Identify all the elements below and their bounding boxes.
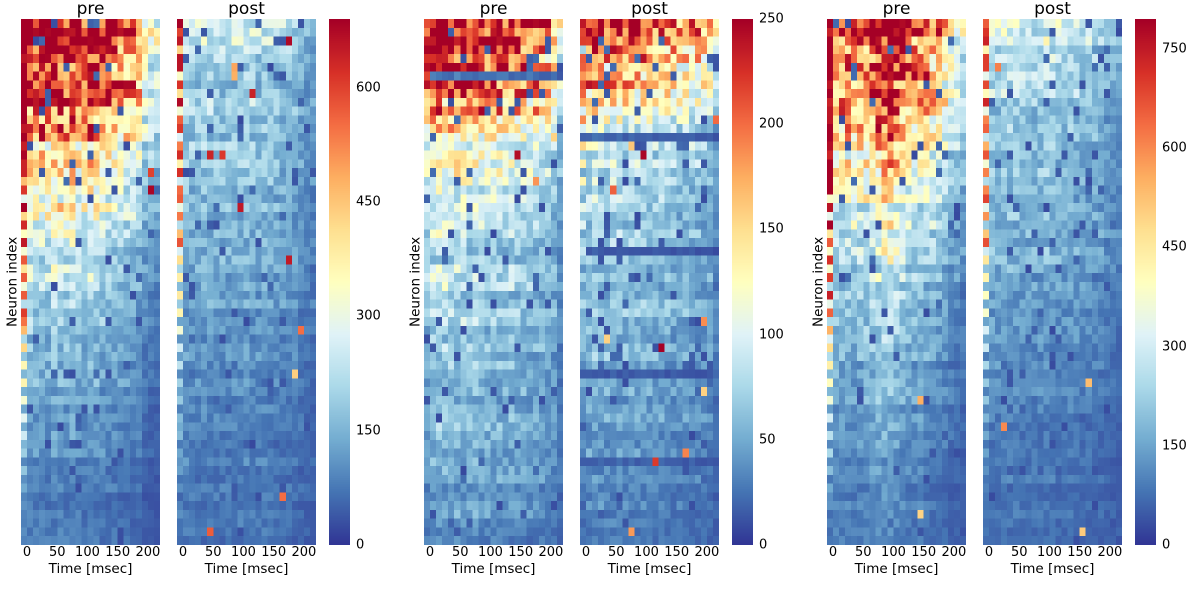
colorbar-gradient [732, 19, 753, 545]
subplot-title-pre: pre [76, 0, 105, 19]
x-tick-label: 50 [854, 545, 872, 560]
x-tick-label: 50 [451, 545, 469, 560]
x-tick-label: 0 [425, 545, 435, 560]
y-axis-label: Neuron index [810, 236, 827, 328]
x-tick-label: 50 [204, 545, 222, 560]
x-axis-ticks: 0 50 100 150 200 [827, 545, 966, 561]
x-axis-label: Time [msec] [204, 561, 289, 577]
colorbar-tick-label: 450 [1162, 239, 1187, 255]
x-tick-label: 200 [135, 545, 161, 560]
heatmap-post [983, 19, 1122, 545]
colorbar-tick-label: 0 [759, 537, 768, 553]
x-tick-label: 200 [941, 545, 967, 560]
x-tick-label: 0 [581, 545, 591, 560]
subplot-post: post 0 50 100 150 200 Time [msec] [580, 0, 719, 591]
heatmap-post [177, 19, 316, 545]
subplot-title-pre: pre [479, 0, 508, 19]
x-axis-ticks: 0 50 100 150 200 [983, 545, 1122, 561]
colorbar-panel-2: 0 50 100 150 200 250 [732, 13, 790, 591]
subplot-post: post 0 50 100 150 200 Time [msec] [177, 0, 316, 591]
x-tick-label: 0 [828, 545, 838, 560]
colorbar-tick-label: 200 [759, 116, 784, 132]
x-axis-label: Time [msec] [451, 561, 536, 577]
x-axis-label: Time [msec] [1010, 561, 1095, 577]
x-tick-label: 150 [508, 545, 534, 560]
x-tick-label: 100 [881, 545, 906, 560]
x-tick-label: 100 [634, 545, 659, 560]
x-axis-ticks: 0 50 100 150 200 [177, 545, 316, 561]
colorbar-tick-label: 450 [356, 194, 381, 210]
x-tick-label: 200 [694, 545, 720, 560]
colorbar-gradient [329, 19, 350, 545]
y-axis-label: Neuron index [4, 236, 21, 328]
heatmap-post [580, 19, 719, 545]
colorbar-tick-label: 750 [1162, 41, 1187, 57]
colorbar-panel-1: 0 150 300 450 600 [329, 19, 387, 591]
y-axis-label: Neuron index [407, 236, 424, 328]
colorbar-tick-label: 150 [356, 423, 381, 439]
x-axis-label: Time [msec] [854, 561, 939, 577]
colorbar-tick-label: 0 [1162, 537, 1171, 553]
x-tick-label: 100 [75, 545, 100, 560]
x-tick-label: 150 [1067, 545, 1093, 560]
subplot-title-pre: pre [882, 0, 911, 19]
subplot-title-post: post [631, 0, 668, 19]
colorbar-tick-label: 300 [1162, 339, 1187, 354]
subplot-title-post: post [228, 0, 265, 19]
x-tick-label: 200 [291, 545, 317, 560]
subplot-pre: pre 0 50 100 150 200 Time [msec] [827, 0, 966, 591]
x-tick-label: 200 [538, 545, 564, 560]
panel-2: Neuron index pre 0 50 100 150 200 Time [msec… [407, 0, 790, 591]
subplot-pre: pre 0 50 100 150 200 Time [msec] [21, 0, 160, 591]
colorbar-tick-label: 600 [1162, 140, 1187, 156]
x-tick-label: 200 [1097, 545, 1123, 560]
heatmap-pre [827, 19, 966, 545]
subplot-post: post 0 50 100 150 200 Time [msec] [983, 0, 1122, 591]
colorbar-tick-label: 150 [759, 221, 784, 237]
x-axis-label: Time [msec] [48, 561, 133, 577]
x-tick-label: 50 [607, 545, 625, 560]
panel-1: Neuron index pre 0 50 100 150 200 Time [msec… [4, 0, 387, 591]
colorbar-gradient [1135, 19, 1156, 545]
x-tick-label: 150 [105, 545, 131, 560]
x-tick-label: 100 [1037, 545, 1062, 560]
x-tick-label: 100 [478, 545, 503, 560]
colorbar-tick-label: 150 [1162, 438, 1187, 454]
colorbar-tick-label: 50 [759, 432, 776, 448]
x-tick-label: 150 [911, 545, 937, 560]
colorbar-tick-label: 300 [356, 308, 381, 324]
x-axis-ticks: 0 50 100 150 200 [580, 545, 719, 561]
x-tick-label: 50 [48, 545, 66, 560]
colorbar-panel-3: 0 150 300 450 600 750 [1135, 19, 1193, 591]
x-tick-label: 0 [22, 545, 32, 560]
x-tick-label: 0 [178, 545, 188, 560]
colorbar-tick-label: 250 [759, 11, 784, 27]
heatmap-pre [21, 19, 160, 545]
x-tick-label: 100 [231, 545, 256, 560]
x-axis-label: Time [msec] [607, 561, 692, 577]
x-tick-label: 0 [984, 545, 994, 560]
panel-3: Neuron index pre 0 50 100 150 200 Time [msec… [810, 0, 1193, 591]
colorbar-tick-label: 100 [759, 327, 784, 343]
heatmap-pre [424, 19, 563, 545]
colorbar-tick-label: 0 [356, 537, 365, 553]
x-tick-label: 50 [1010, 545, 1028, 560]
x-axis-ticks: 0 50 100 150 200 [21, 545, 160, 561]
colorbar-tick-label: 600 [356, 80, 381, 96]
subplot-pre: pre 0 50 100 150 200 Time [msec] [424, 0, 563, 591]
x-tick-label: 150 [261, 545, 287, 560]
x-axis-ticks: 0 50 100 150 200 [424, 545, 563, 561]
x-tick-label: 150 [664, 545, 690, 560]
subplot-title-post: post [1034, 0, 1071, 19]
